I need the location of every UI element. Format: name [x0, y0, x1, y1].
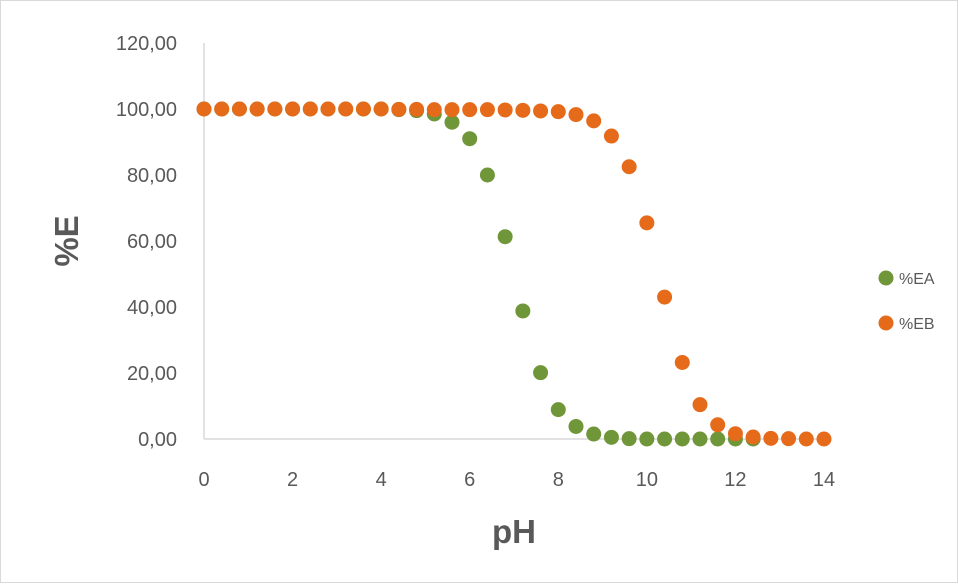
y-tick-label: 120,00 — [116, 33, 177, 55]
data-point — [267, 101, 283, 117]
y-tick-label: 40,00 — [127, 297, 177, 319]
legend-label: %EB — [899, 316, 935, 333]
data-point — [639, 215, 655, 231]
data-point — [727, 426, 743, 442]
data-point — [479, 102, 495, 118]
data-point — [320, 101, 336, 117]
data-point — [550, 402, 566, 418]
data-point — [710, 431, 726, 447]
data-point — [657, 289, 673, 305]
x-tick-label: 8 — [553, 469, 564, 491]
data-point — [533, 365, 549, 381]
data-point — [214, 101, 230, 117]
legend-label: %EA — [899, 271, 935, 288]
x-tick-label: 10 — [636, 469, 658, 491]
data-point — [497, 229, 513, 245]
data-point — [692, 397, 708, 413]
data-point — [444, 114, 460, 130]
data-point — [816, 431, 832, 447]
data-point — [603, 128, 619, 144]
y-tick-label: 0,00 — [138, 429, 177, 451]
x-axis-title: pH — [492, 513, 536, 550]
data-point — [781, 431, 797, 447]
data-point — [409, 101, 425, 117]
data-point — [674, 431, 690, 447]
y-tick-label: 80,00 — [127, 165, 177, 187]
data-point — [462, 131, 478, 147]
data-point — [674, 354, 690, 370]
data-point — [586, 426, 602, 442]
data-point — [444, 102, 460, 118]
data-point — [763, 430, 779, 446]
legend-marker — [878, 270, 894, 286]
x-tick-label: 6 — [464, 469, 475, 491]
y-tick-label: 100,00 — [116, 99, 177, 121]
data-point — [373, 101, 389, 117]
data-point — [249, 101, 265, 117]
data-point — [621, 159, 637, 175]
data-point — [533, 103, 549, 119]
data-point — [462, 102, 478, 118]
data-point — [745, 429, 761, 445]
data-point — [603, 429, 619, 445]
series-0 — [196, 101, 761, 447]
data-point — [355, 101, 371, 117]
y-axis-title: %E — [48, 215, 85, 266]
data-point — [515, 102, 531, 118]
data-point — [302, 101, 318, 117]
data-point — [231, 101, 247, 117]
data-point — [285, 101, 301, 117]
data-point — [692, 431, 708, 447]
x-tick-label: 0 — [198, 469, 209, 491]
legend-marker — [878, 315, 894, 331]
x-tick-label: 14 — [813, 469, 835, 491]
data-point — [479, 167, 495, 183]
legend: %EA %EB — [878, 270, 935, 333]
data-point — [568, 418, 584, 434]
data-point — [639, 431, 655, 447]
data-point — [657, 431, 673, 447]
data-point — [550, 104, 566, 120]
y-tick-label: 20,00 — [127, 363, 177, 385]
data-point — [798, 431, 814, 447]
x-tick-label: 12 — [724, 469, 746, 491]
data-point — [621, 431, 637, 447]
data-point — [391, 101, 407, 117]
data-point — [426, 102, 442, 118]
x-tick-label: 2 — [287, 469, 298, 491]
data-point — [568, 107, 584, 123]
data-point — [196, 101, 212, 117]
x-tick-label: 4 — [376, 469, 387, 491]
data-point — [497, 102, 513, 118]
data-point — [338, 101, 354, 117]
data-point — [710, 417, 726, 433]
series-1 — [196, 101, 832, 447]
y-tick-label: 60,00 — [127, 231, 177, 253]
data-point — [586, 113, 602, 129]
data-point — [515, 303, 531, 319]
